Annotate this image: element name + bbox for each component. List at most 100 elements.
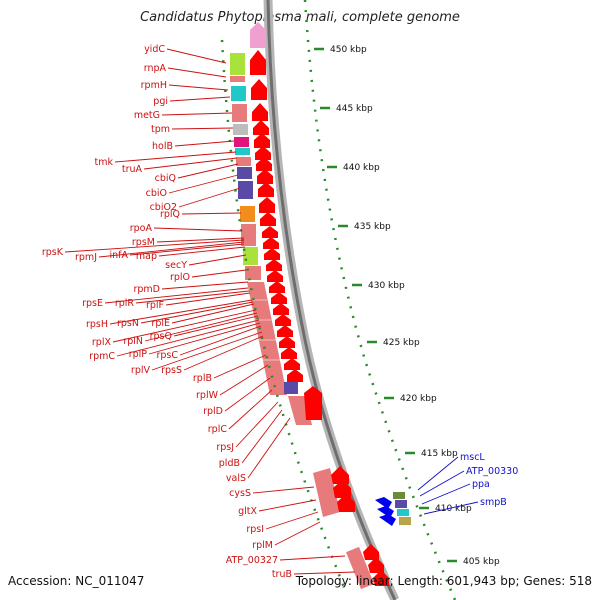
gene-label: rplM bbox=[252, 521, 321, 551]
kbp-tick: 425 kbp bbox=[367, 338, 420, 348]
kbp-tick: 410 kbp bbox=[419, 504, 472, 514]
gene-label: rplD bbox=[203, 377, 271, 417]
gene-label-text: truA bbox=[122, 164, 143, 175]
gene-label-text: pgi bbox=[153, 96, 168, 107]
gene-label: rplV bbox=[131, 331, 263, 376]
gene-label-text: rplQ bbox=[160, 209, 180, 220]
gene-label: rpmC bbox=[89, 319, 260, 362]
gene-label-text: rpmH bbox=[141, 80, 167, 91]
gene-label-text: ppa bbox=[472, 479, 490, 490]
kbp-tick-label: 405 kbp bbox=[463, 557, 500, 567]
gene-label-text: cbiQ bbox=[155, 173, 176, 184]
gene-label-text: rpsH bbox=[86, 319, 108, 330]
gene-label-text: rplB bbox=[193, 373, 212, 384]
cog-boxes bbox=[230, 30, 411, 590]
gene-label-text: rplV bbox=[131, 365, 151, 376]
gene-label: rplX bbox=[92, 309, 257, 348]
gene-label: rplP bbox=[129, 322, 261, 360]
gene-label-text: rpsI bbox=[246, 524, 264, 535]
map-title: Candidatus Phytoplasma mali, complete ge… bbox=[140, 10, 460, 25]
gene-label: rpsJ bbox=[216, 401, 279, 453]
gene-label-text: rpsQ bbox=[150, 331, 172, 342]
gene-label: yidC bbox=[144, 44, 227, 64]
gene-label-text: truB bbox=[272, 569, 292, 580]
gene-label: rplN bbox=[123, 312, 258, 347]
gene-label: rplF bbox=[146, 292, 251, 311]
gene-label: truB bbox=[272, 569, 356, 580]
kbp-tick-label: 425 kbp bbox=[383, 338, 420, 348]
gene-label: rnpA bbox=[144, 63, 227, 78]
gene-label-text: ATP_00330 bbox=[466, 466, 518, 477]
gene-label-text: metG bbox=[134, 110, 160, 121]
gene-label: pgi bbox=[153, 96, 231, 107]
gene-label: pldB bbox=[219, 409, 283, 469]
kbp-tick-label: 440 kbp bbox=[343, 163, 380, 173]
gene-label: ATP_00327 bbox=[226, 555, 346, 566]
gene-label-text: rplE bbox=[151, 318, 170, 329]
gene-label-text: rpsE bbox=[82, 298, 103, 309]
gene-label-text: valS bbox=[226, 473, 246, 484]
gene-label-text: cbiO2 bbox=[150, 202, 177, 213]
kbp-tick-label: 415 kbp bbox=[421, 449, 458, 459]
gene-label: rplW bbox=[196, 364, 269, 401]
gene-label: smpB bbox=[423, 497, 507, 515]
gene-label-text: rpmD bbox=[133, 284, 160, 295]
gene-label: rpsS bbox=[161, 335, 264, 376]
gene-label-text: rplD bbox=[203, 406, 223, 417]
gene-label: rpsQ bbox=[150, 315, 259, 342]
genome-summary-text: Topology: linear; Length: 601,943 bp; Ge… bbox=[295, 574, 592, 588]
gene-label-text: rplC bbox=[208, 424, 228, 435]
gene-label-text: cysS bbox=[229, 488, 251, 499]
gene-label-text: map bbox=[136, 251, 157, 262]
gene-label-text: rpsC bbox=[156, 350, 178, 361]
gene-label: cbiO2 bbox=[150, 187, 241, 213]
gene-label: metG bbox=[134, 110, 233, 121]
kbp-tick-label: 435 kbp bbox=[354, 222, 391, 232]
gene-label: ATP_00330 bbox=[419, 466, 518, 497]
gene-label: rpsK bbox=[42, 239, 245, 258]
gene-label: tmk bbox=[95, 151, 237, 168]
gene-label: holB bbox=[152, 140, 235, 152]
gene-label: mscL bbox=[417, 452, 485, 491]
gene-label: rpoA bbox=[130, 223, 243, 234]
gene-label-text: mscL bbox=[460, 452, 485, 463]
gene-label: rpsI bbox=[246, 511, 319, 535]
kbp-tick: 440 kbp bbox=[327, 163, 380, 173]
kbp-tick: 405 kbp bbox=[447, 557, 500, 567]
gene-label-text: rnpA bbox=[144, 63, 167, 74]
gene-label-text: secY bbox=[165, 260, 187, 271]
gene-label: truA bbox=[122, 157, 238, 175]
kbp-tick: 420 kbp bbox=[384, 394, 437, 404]
gene-label: rpsM bbox=[132, 237, 245, 248]
gene-label-text: rpsM bbox=[132, 237, 155, 248]
kbp-tick: 415 kbp bbox=[405, 449, 458, 459]
kbp-tick-label: 410 kbp bbox=[435, 504, 472, 514]
gene-label-text: rpsJ bbox=[216, 442, 234, 453]
gene-label-text: rplO bbox=[170, 272, 190, 283]
gene-label-text: pldB bbox=[219, 458, 240, 469]
gene-label: rplE bbox=[151, 303, 255, 329]
gene-label: rplC bbox=[208, 389, 273, 435]
kbp-tick: 445 kbp bbox=[320, 104, 373, 114]
kbp-tick: 450 kbp bbox=[314, 45, 367, 55]
gene-label-text: rpsK bbox=[42, 247, 64, 258]
reverse-strand-arrows bbox=[375, 497, 396, 526]
gene-label-text: rplP bbox=[129, 349, 148, 360]
gene-label: infA bbox=[109, 243, 245, 261]
gene-label-text: tpm bbox=[151, 124, 170, 135]
gene-label: rplR bbox=[115, 290, 250, 309]
gene-label: rpmD bbox=[133, 281, 249, 295]
gene-label: cbiQ bbox=[155, 163, 239, 184]
gene-label: rpmH bbox=[141, 80, 229, 91]
gene-label: valS bbox=[226, 417, 291, 484]
gene-arrows bbox=[250, 22, 389, 586]
gene-label-text: rplW bbox=[196, 390, 219, 401]
gene-label-text: rplR bbox=[115, 298, 135, 309]
kbp-tick-group: 450 kbp 445 kbp 440 kbp 435 kbp 430 kbp 425 k… bbox=[314, 45, 500, 567]
gene-label-text: yidC bbox=[144, 44, 165, 55]
gene-label: gltX bbox=[238, 499, 317, 517]
gene-label: rpsN bbox=[117, 301, 254, 329]
accession-text: Accession: NC_011047 bbox=[8, 574, 145, 588]
gene-label: rplQ bbox=[160, 209, 242, 220]
